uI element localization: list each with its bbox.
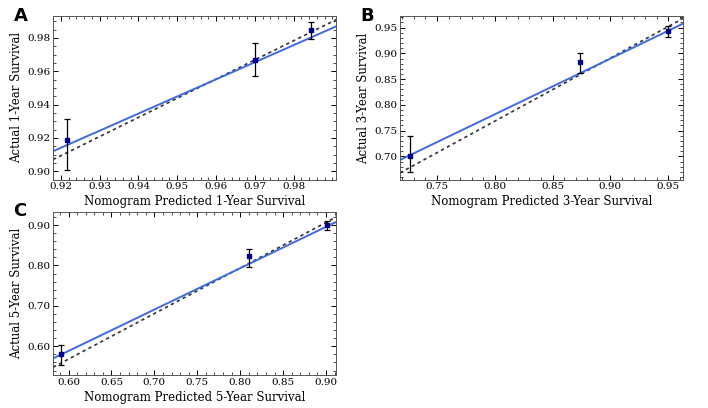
Text: B: B bbox=[360, 7, 374, 24]
Y-axis label: Actual 5-Year Survival: Actual 5-Year Survival bbox=[10, 228, 23, 359]
Y-axis label: Actual 1-Year Survival: Actual 1-Year Survival bbox=[10, 32, 23, 164]
X-axis label: Nomogram Predicted 3-Year Survival: Nomogram Predicted 3-Year Survival bbox=[431, 195, 652, 208]
X-axis label: Nomogram Predicted 1-Year Survival: Nomogram Predicted 1-Year Survival bbox=[84, 195, 305, 208]
Text: C: C bbox=[13, 202, 27, 220]
Y-axis label: Actual 3-Year Survival: Actual 3-Year Survival bbox=[357, 32, 370, 164]
Text: A: A bbox=[13, 7, 28, 24]
X-axis label: Nomogram Predicted 5-Year Survival: Nomogram Predicted 5-Year Survival bbox=[84, 391, 305, 404]
